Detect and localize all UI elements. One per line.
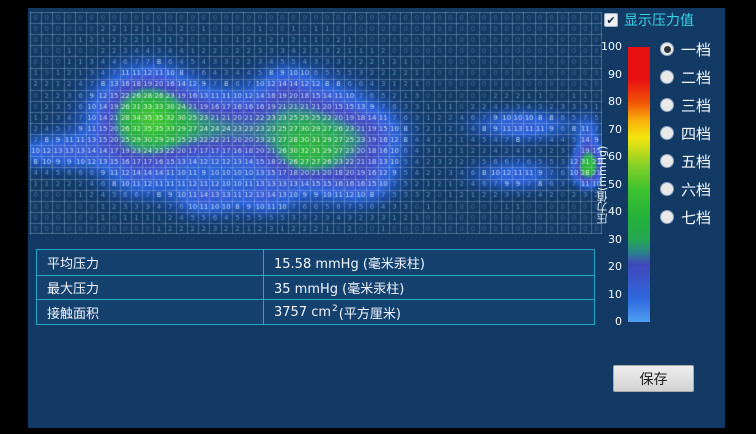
level-radio-option-2[interactable]: 二档 [660, 67, 711, 87]
checkbox-checked-icon[interactable]: ✔ [604, 13, 618, 27]
colorbar-axis-label: 压力值(mmHg) [596, 145, 609, 224]
colorbar-tick-label: 90 [608, 67, 622, 81]
colorbar-ticks: 100 90 80 70 60 50 40 30 20 10 0 [586, 40, 624, 328]
colorbar-tick-label: 100 [601, 40, 622, 53]
level-radio-label: 二档 [681, 68, 712, 87]
radio-dot [664, 102, 671, 109]
radio-icon[interactable] [660, 70, 674, 84]
colorbar-tick-label: 80 [608, 95, 622, 108]
radio-dot [664, 74, 671, 81]
stats-row-value: 15.58 mmHg (毫米汞柱) [263, 250, 594, 275]
pressure-colorbar [628, 47, 650, 322]
show-pressure-label: 显示压力值 [624, 13, 694, 29]
show-pressure-toggle[interactable]: ✔ 显示压力值 [604, 10, 694, 30]
colorbar-tick-label: 60 [608, 150, 622, 163]
colorbar-tick-label: 0 [615, 315, 622, 328]
level-radio-label: 四档 [681, 124, 712, 143]
colorbar-tick-label: 70 [608, 122, 622, 136]
level-radio-option-3[interactable]: 三档 [660, 95, 711, 115]
level-radio-label: 六档 [681, 180, 712, 199]
level-radio-label: 七档 [681, 208, 712, 227]
radio-icon[interactable] [660, 154, 674, 168]
colorbar-tick-label: 40 [608, 205, 622, 218]
level-radio-option-6[interactable]: 六档 [660, 179, 711, 199]
level-radio-option-4[interactable]: 四档 [660, 123, 711, 143]
colorbar-tick-label: 20 [608, 260, 622, 273]
level-radio-label: 三档 [681, 96, 712, 115]
radio-icon[interactable] [660, 126, 674, 140]
radio-dot [664, 158, 671, 165]
colorbar-tick-label: 50 [608, 177, 622, 191]
level-radio-option-1[interactable]: 一档 [660, 39, 711, 59]
level-radio-group: 一档 二档 三档 四档 五档 六档 七档 [660, 39, 711, 235]
colorbar-tick-label: 10 [608, 287, 622, 301]
radio-icon[interactable] [660, 210, 674, 224]
check-mark-icon: ✔ [606, 13, 616, 27]
save-button[interactable]: 保存 [613, 365, 694, 392]
stats-row-value: 35 mmHg (毫米汞柱) [263, 274, 594, 300]
stats-row-value: 3757 cm 2 (平方厘米) [263, 299, 594, 324]
level-radio-label: 一档 [681, 40, 712, 59]
level-radio-option-5[interactable]: 五档 [660, 151, 711, 171]
stats-row-label: 平均压力 [47, 256, 100, 272]
stats-row-label: 接触面积 [37, 299, 263, 324]
colorbar-tick-label: 30 [608, 232, 622, 246]
stats-row-label: 最大压力 [37, 274, 263, 300]
radio-dot [664, 130, 671, 137]
radio-icon[interactable] [660, 98, 674, 112]
radio-icon[interactable] [660, 182, 674, 196]
stats-table: 平均压力 15.58 mmHg (毫米汞柱) 最大压力 35 mmHg (毫米汞… [36, 249, 595, 325]
radio-dot [664, 186, 671, 193]
level-radio-option-7[interactable]: 七档 [660, 207, 711, 227]
pressure-heatmap [30, 12, 602, 234]
radio-dot [663, 45, 671, 53]
level-radio-label: 五档 [681, 152, 712, 171]
radio-dot [664, 214, 671, 221]
radio-icon[interactable] [660, 42, 674, 56]
